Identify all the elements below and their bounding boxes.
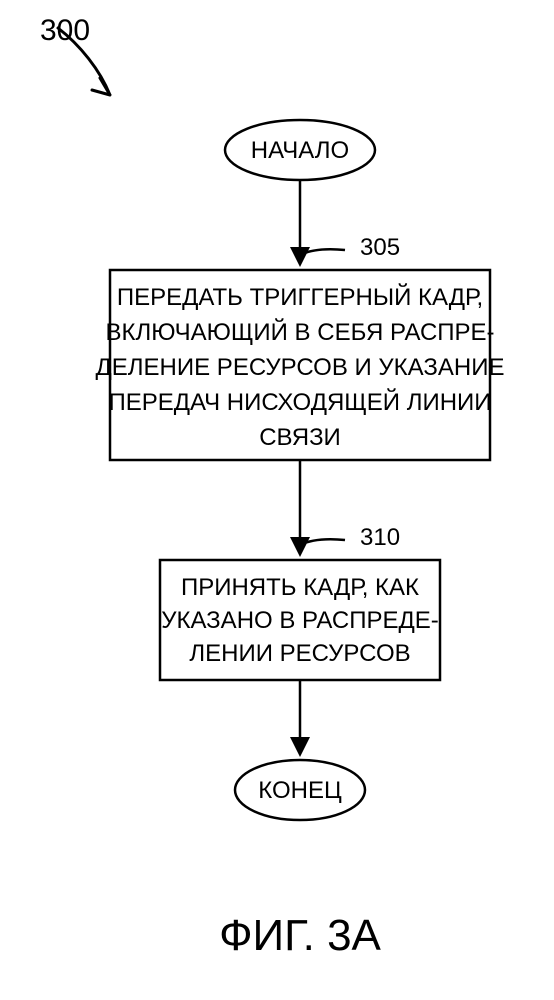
start-label: НАЧАЛО [251, 137, 349, 164]
figure-ref-number: 300 [40, 14, 90, 47]
step2-line3: ЛЕНИИ РЕСУРСОВ [189, 640, 410, 667]
step1-line1: ПЕРЕДАТЬ ТРИГГЕРНЫЙ КАДР, [117, 283, 483, 311]
ref-tick-305 [300, 249, 345, 255]
step1-line5: СВЯЗИ [259, 424, 341, 451]
step2-line1: ПРИНЯТЬ КАДР, КАК [181, 574, 419, 601]
step1-line3: ДЕЛЕНИЕ РЕСУРСОВ И УКАЗАНИЕ [96, 354, 505, 381]
step1-ref: 305 [360, 234, 400, 261]
ref-tick-310 [300, 539, 345, 545]
step1-line2: ВКЛЮЧАЮЩИЙ В СЕБЯ РАСПРЕ- [105, 318, 494, 346]
step2-line2: УКАЗАНО В РАСПРЕДЕ- [161, 607, 439, 634]
step1-line4: ПЕРЕДАЧ НИСХОДЯЩЕЙ ЛИНИИ [108, 388, 491, 416]
step2-ref: 310 [360, 524, 400, 551]
figure-caption: ФИГ. 3А [219, 911, 381, 960]
end-label: КОНЕЦ [258, 777, 342, 804]
